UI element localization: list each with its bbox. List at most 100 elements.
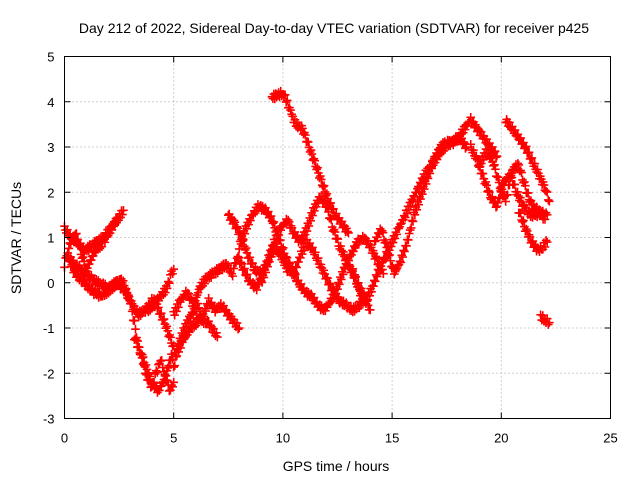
data-point [521, 142, 530, 152]
axis-ticks [64, 56, 611, 419]
data-point [423, 174, 433, 183]
data-point [408, 217, 418, 226]
data-point [416, 194, 425, 204]
data-point [162, 284, 172, 293]
data-point [292, 263, 301, 272]
data-point [233, 324, 243, 334]
data-point [88, 251, 98, 261]
data-point [261, 268, 271, 277]
data-point [185, 313, 195, 323]
data-point [229, 264, 239, 273]
data-point [307, 149, 317, 159]
data-point [232, 318, 242, 328]
data-point [516, 193, 525, 202]
data-point [425, 169, 435, 178]
data-point [501, 197, 510, 206]
data-point [351, 272, 360, 281]
data-point [273, 230, 282, 239]
data-point [304, 221, 314, 231]
data-point [490, 160, 499, 170]
data-point [282, 96, 292, 105]
data-point [233, 223, 242, 233]
data-point [169, 264, 178, 274]
x-tick-labels: 0 5 10 15 20 25 [61, 431, 618, 446]
data-point [178, 331, 188, 341]
data-point [112, 215, 122, 224]
data-point [275, 247, 285, 256]
data-point [313, 163, 322, 172]
data-point [236, 239, 246, 249]
data-point [239, 265, 248, 275]
data-point [381, 237, 391, 247]
data-point [111, 214, 121, 223]
data-point [339, 247, 348, 257]
data-point [493, 173, 503, 182]
data-point [234, 253, 244, 263]
data-point [526, 154, 536, 164]
data-point [513, 187, 522, 197]
data-point [466, 140, 476, 149]
data-point [169, 362, 178, 372]
data-point [213, 332, 222, 342]
data-point [514, 160, 524, 170]
data-point [168, 382, 177, 392]
data-point [542, 237, 552, 247]
data-point [490, 146, 500, 156]
data-point [533, 165, 542, 174]
data-point [259, 273, 269, 282]
y-tick-label: 4 [47, 95, 54, 110]
data-point [245, 252, 255, 262]
data-point [524, 148, 534, 157]
data-point [238, 234, 248, 244]
data-point [472, 151, 481, 161]
data-point [237, 259, 247, 269]
data-point [396, 258, 406, 267]
data-point [155, 309, 165, 319]
data-point [541, 186, 551, 196]
data-point [336, 275, 346, 284]
data-point [462, 142, 471, 152]
data-point [545, 318, 554, 327]
data-point [306, 216, 315, 226]
chart-title: Day 212 of 2022, Sidereal Day-to-day VTE… [79, 20, 589, 36]
data-point [159, 314, 169, 324]
data-point [301, 130, 310, 140]
data-point [335, 280, 344, 289]
data-point [492, 151, 502, 161]
data-point [190, 296, 200, 306]
data-point [201, 306, 211, 316]
data-points [60, 86, 554, 397]
y-tick-label: 0 [47, 276, 54, 291]
data-point [194, 303, 204, 313]
data-point [316, 175, 326, 184]
data-point [316, 260, 326, 269]
data-point [543, 195, 553, 205]
data-point [141, 360, 151, 370]
data-point [267, 252, 276, 262]
data-point [230, 217, 240, 227]
data-point [167, 349, 176, 359]
data-point [156, 308, 166, 318]
data-point [161, 371, 171, 381]
data-point [319, 265, 329, 275]
y-tick-label: 1 [47, 231, 54, 246]
data-point [491, 164, 500, 174]
data-point [184, 289, 193, 299]
data-point [400, 247, 409, 256]
data-point [516, 133, 525, 143]
data-point [521, 142, 531, 151]
data-point [331, 209, 341, 218]
data-point [174, 341, 184, 351]
data-point [492, 202, 502, 211]
data-point [478, 169, 488, 178]
data-point [168, 269, 177, 279]
data-point [344, 228, 353, 238]
data-point [240, 229, 250, 239]
data-point [323, 273, 332, 283]
data-point [354, 281, 363, 291]
data-point [386, 256, 395, 266]
data-point [309, 293, 319, 302]
y-tick-label: 2 [47, 185, 54, 200]
data-point [165, 278, 174, 288]
data-point [278, 252, 287, 262]
